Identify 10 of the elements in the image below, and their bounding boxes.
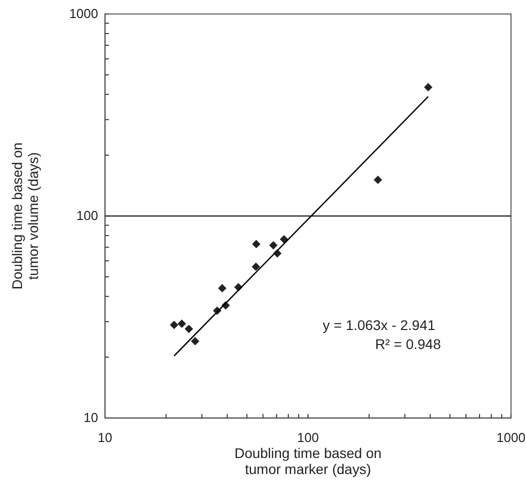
annotation: y = 1.063x - 2.941 xyxy=(322,317,436,333)
x-tick-label: 1000 xyxy=(496,430,526,445)
y-axis-title: Doubling time based on tumor volume (days) xyxy=(9,142,42,290)
y-tick-label: 10 xyxy=(84,410,98,426)
x-tick-label: 10 xyxy=(98,430,112,445)
y-tick-label: 100 xyxy=(76,208,98,224)
annotation: R² = 0.948 xyxy=(375,336,442,352)
x-axis-title: Doubling time based on tumor marker (days) xyxy=(234,445,382,478)
y-tick-label: 1000 xyxy=(69,6,98,22)
x-tick-label: 100 xyxy=(297,430,319,445)
